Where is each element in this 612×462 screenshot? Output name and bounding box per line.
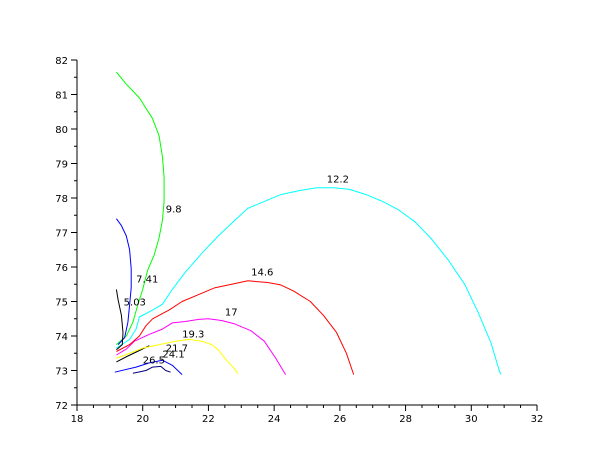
contour-line-5-03 (115, 289, 124, 351)
contour-label: 9.8 (166, 204, 182, 215)
y-tick-label: 82 (55, 56, 68, 67)
y-tick-label: 72 (55, 401, 68, 412)
contour-label: 14.6 (251, 268, 273, 279)
x-tick-label: 24 (268, 414, 281, 425)
x-tick-label: 26 (333, 414, 346, 425)
x-tick-label: 18 (71, 414, 84, 425)
y-tick-label: 76 (55, 263, 68, 274)
y-tick-label: 73 (55, 367, 68, 378)
contour-label: 26.5 (143, 356, 165, 367)
contour-label: 12.2 (327, 174, 349, 185)
contour-line-19-3 (116, 338, 239, 375)
y-tick-label: 81 (55, 91, 68, 102)
contour-lines (114, 71, 502, 375)
y-tick-label: 77 (55, 229, 68, 240)
contour-label: 21.7 (166, 344, 188, 355)
x-tick-label: 22 (202, 414, 215, 425)
y-tick-label: 75 (55, 298, 68, 309)
contour-label: 7.41 (136, 275, 158, 286)
x-tick-label: 20 (136, 414, 149, 425)
y-tick-label: 79 (55, 160, 68, 171)
contour-labels: 26.524.121.7 19.3 17 14.6 12.2 9.8 7.41 5.03 (124, 174, 349, 366)
contour-label: 17 (225, 307, 238, 318)
contour-line-14-6 (116, 280, 355, 375)
contour-line-17 (116, 318, 287, 375)
contour-line-7-41 (115, 218, 132, 345)
x-tick-label: 32 (531, 414, 544, 425)
x-tick-label: 28 (399, 414, 412, 425)
contour-line-24-1 (114, 359, 183, 375)
contour-line-9-8 (116, 71, 165, 345)
contour-line-12-2 (116, 187, 502, 375)
plot-axes: 18 20 22 24 26 28 30 32 72 73 74 75 76 77 78 79 80 81 82 (55, 56, 543, 425)
contour-label: 24.1 (162, 349, 184, 360)
contour-label: 5.03 (124, 298, 146, 309)
y-tick-label: 80 (55, 125, 68, 136)
x-tick-label: 30 (465, 414, 478, 425)
y-tick-label: 74 (55, 332, 68, 343)
contour-line-26-5 (132, 365, 171, 374)
y-tick-label: 78 (55, 194, 68, 205)
contour-label: 19.3 (182, 330, 204, 341)
